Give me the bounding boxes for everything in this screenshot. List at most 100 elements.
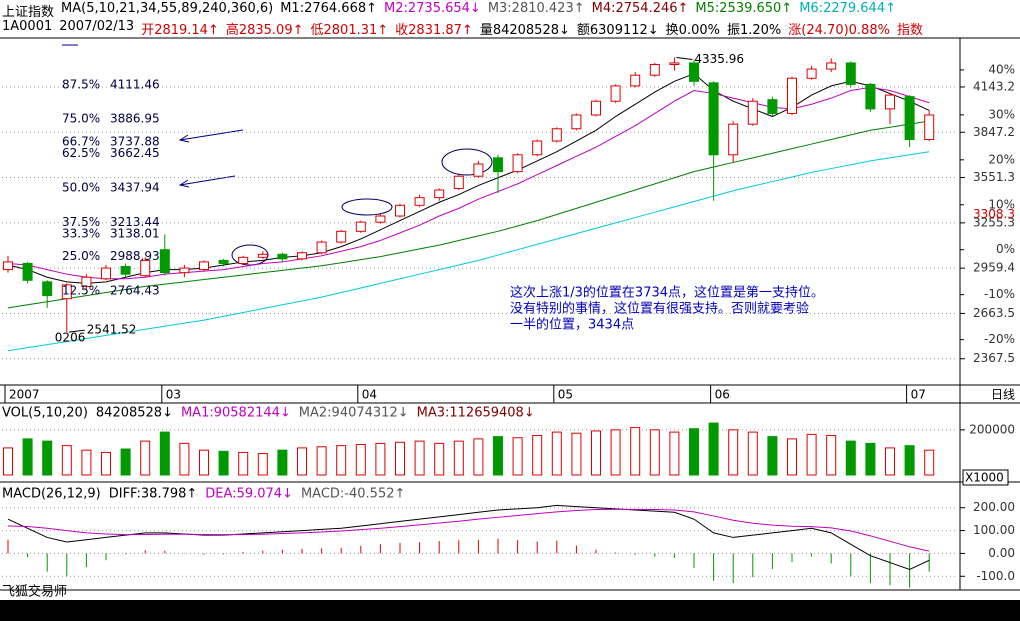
fib-percent: 12.5%	[62, 283, 100, 297]
candle-body	[395, 204, 405, 217]
x-tick-label: 2007	[9, 388, 40, 402]
unit-box	[962, 469, 1009, 486]
candle-body	[61, 284, 72, 300]
volume-bar	[649, 429, 660, 476]
candle-body	[610, 85, 621, 102]
header-item: M6:2279.644↑	[799, 1, 896, 16]
y-tick-label: -100.0	[976, 569, 1015, 583]
volume-bar	[277, 449, 288, 476]
volume-bar	[669, 431, 680, 476]
candle-body	[473, 163, 484, 177]
candle-body	[649, 63, 660, 76]
candle-body	[689, 62, 699, 82]
header-item: 低2801.31↑	[310, 23, 389, 38]
candle-body	[414, 197, 425, 206]
header-item: 开2819.14↑	[141, 23, 219, 38]
y-tick-label: 2663.5	[973, 306, 1015, 320]
candle-body	[81, 276, 92, 287]
header-item: 收2831.87↑	[395, 23, 473, 38]
volume-bar	[571, 432, 582, 476]
fib-value: 3213.44	[110, 215, 160, 229]
fib-percent: 25.0%	[62, 249, 100, 263]
fib-value: 3886.95	[110, 112, 160, 126]
header-item: M4:2754.246↑	[591, 1, 689, 16]
last-price: 3308.3	[973, 207, 1015, 221]
fib-percent: 33.3%	[62, 226, 100, 240]
candle-body	[179, 267, 190, 274]
y-tick-label: 100.00	[973, 523, 1015, 537]
volume-bar	[512, 437, 523, 476]
volume-bar	[473, 438, 484, 476]
fib-percent: 37.5%	[62, 215, 100, 229]
y2-tick-label: 30%	[988, 107, 1015, 121]
volume-bar	[3, 447, 13, 476]
header-item: 量84208528↓	[479, 23, 570, 38]
panel-header: 84208528↓	[96, 406, 173, 421]
volume-bar	[493, 436, 503, 476]
candle-body	[42, 281, 53, 297]
volume-bar	[218, 450, 229, 476]
volume-bar	[199, 449, 209, 476]
volume-bar	[924, 449, 935, 476]
candle-body	[297, 252, 307, 260]
candle-body	[532, 140, 543, 156]
header-item: M3:2810.423↑	[487, 1, 585, 16]
candle-body	[865, 83, 876, 110]
candle-body	[493, 157, 503, 173]
volume-bar	[414, 440, 425, 476]
candle-body	[747, 100, 758, 125]
volume-bar	[297, 447, 307, 476]
volume-bar	[728, 429, 739, 476]
y2-tick-label: -10%	[984, 287, 1015, 301]
highlight-ellipse	[341, 198, 393, 216]
volume-bar	[904, 445, 915, 476]
header-item: 涨(24.70)0.88%	[788, 23, 890, 38]
candle-body	[218, 259, 229, 264]
header-item: 额6309112↓	[576, 23, 659, 38]
fib-value: 3737.88	[110, 134, 160, 148]
candle-body	[159, 249, 170, 274]
volume-bar	[767, 436, 778, 476]
y-tick-label: 200.00	[973, 500, 1015, 514]
candle-body	[571, 114, 582, 130]
header-item: 上证指数	[2, 5, 55, 20]
volume-bar	[140, 440, 151, 476]
x-tick-label: 03	[166, 388, 181, 402]
dea-line	[7, 508, 930, 552]
volume-bar	[453, 440, 464, 476]
panel-header: MA2:94074312↓	[299, 406, 409, 421]
y2-tick-label: 20%	[988, 152, 1015, 166]
y2-tick-label: -20%	[984, 332, 1015, 346]
candle-body	[316, 241, 327, 254]
candle-body	[238, 256, 249, 264]
candle-body	[199, 261, 209, 271]
volume-bar	[179, 442, 190, 476]
header-item: 换0.00%	[665, 23, 720, 38]
y2-tick-label: 10%	[988, 197, 1015, 211]
fib-value: 3437.94	[110, 180, 160, 194]
volume-bar	[159, 431, 170, 476]
candle-body	[630, 74, 641, 87]
fib-value: 4111.46	[110, 77, 160, 91]
note: 没有特别的事情，这位置有很强支持。否则就要考验	[510, 301, 809, 317]
note: 这次上涨1/3的位置在3734点，这位置是第一支持位。	[510, 285, 824, 301]
header-item: 振1.20%	[726, 23, 782, 38]
candle-body	[885, 94, 895, 110]
volume-bar	[101, 451, 111, 476]
y-tick-label: 2959.4	[973, 261, 1015, 275]
candle-body	[140, 259, 151, 277]
y-tick-label: 4143.2	[973, 79, 1015, 93]
fib-value: 3662.45	[110, 146, 160, 160]
fib-value: 2988.93	[110, 249, 160, 263]
fib-percent: 75.0%	[62, 112, 100, 126]
y-tick-label: 2367.5	[973, 351, 1015, 365]
y2-tick-label: 0%	[996, 242, 1015, 256]
candle-body	[257, 253, 268, 258]
volume-bar	[336, 445, 347, 476]
header-item: 指数	[896, 23, 923, 38]
x-tick-label: 04	[362, 388, 377, 402]
y-tick-label: 200000	[969, 422, 1015, 436]
x-tick-label: 05	[558, 388, 573, 402]
volume-bar	[120, 448, 131, 476]
